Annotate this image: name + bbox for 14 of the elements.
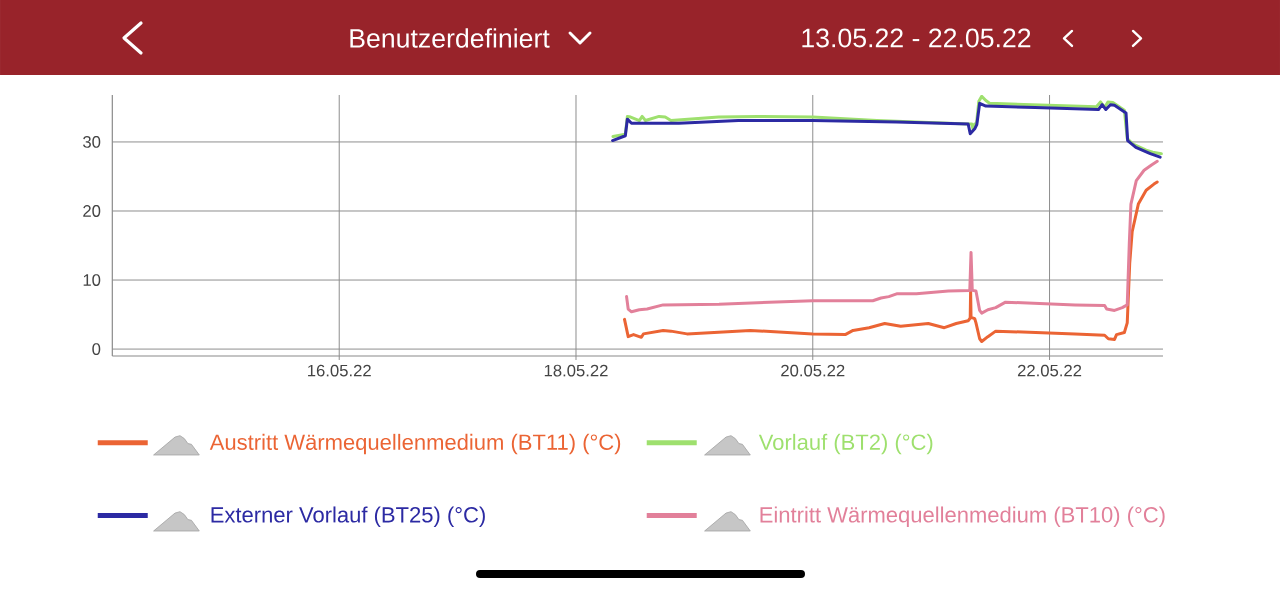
y-tick-label: 0	[92, 343, 101, 355]
y-tick-label: 20	[83, 205, 101, 217]
y-tick-label: 10	[83, 274, 101, 286]
chart-title: Benutzerdefiniert	[350, 28, 550, 48]
x-tick-label: 22.05.22	[1017, 364, 1082, 377]
text: Austritt Wärmequellenmedium (BT11) (°C)	[209, 433, 621, 455]
y-tick-label: 30	[83, 136, 101, 148]
text: Vorlauf (BT2) (°C)	[758, 433, 933, 455]
x-tick-label: 16.05.22	[308, 364, 371, 377]
text: Eintritt Wärmequellenmedium (BT10) (°C)	[760, 506, 1165, 527]
x-tick-label: 20.05.22	[781, 364, 845, 377]
text: Externer Vorlauf (BT25) (°C)	[211, 506, 485, 527]
x-tick-label: 18.05.22	[544, 364, 608, 377]
chart-subtitle: 13.05.22 - 22.05.22	[802, 28, 1031, 48]
